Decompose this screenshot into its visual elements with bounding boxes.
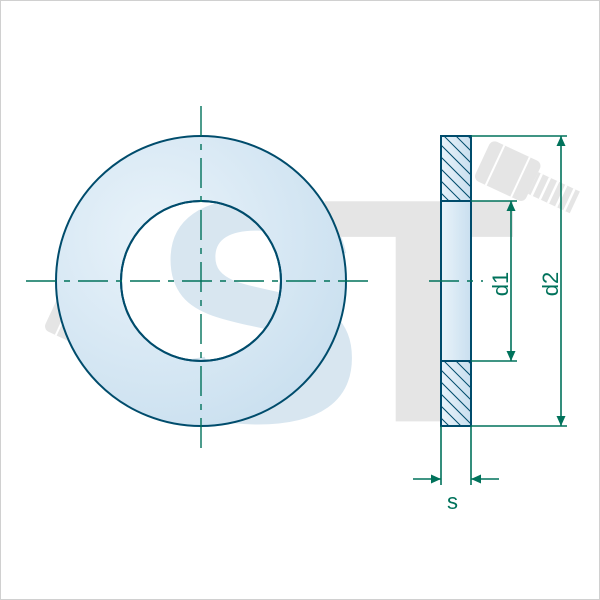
diagram-svg: ST <box>1 1 600 600</box>
dimension-d2-label: d2 <box>538 272 564 296</box>
dimension-d1-label: d1 <box>488 272 514 296</box>
diagram-canvas: ST d1 d2 s <box>0 0 600 600</box>
dimension-s-label: s <box>447 489 458 515</box>
